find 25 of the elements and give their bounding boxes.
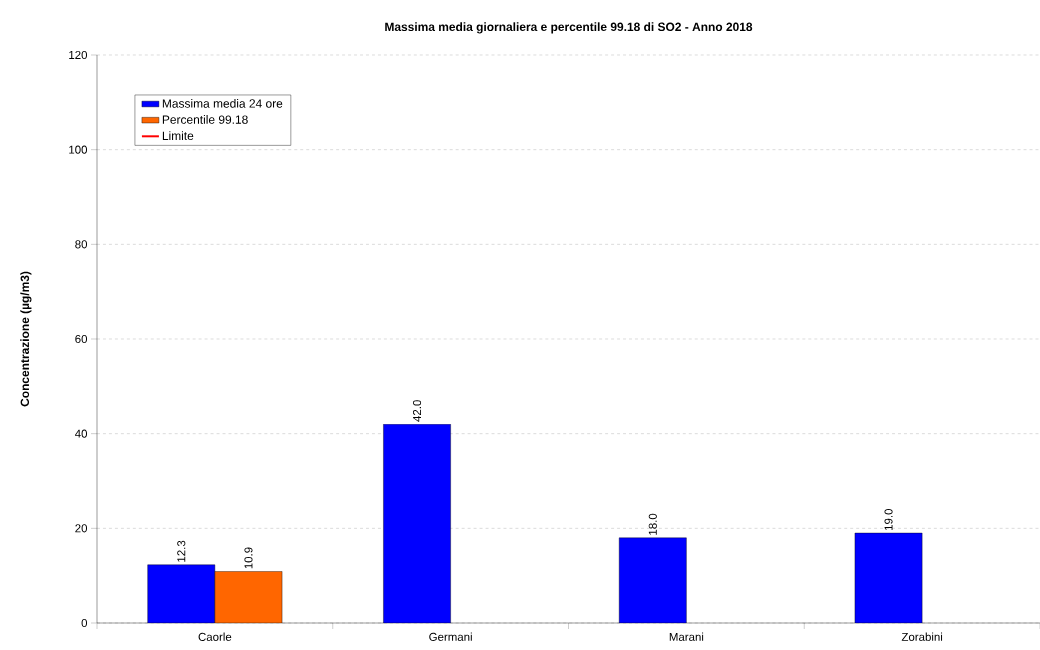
- data-label: 10.9: [244, 547, 253, 569]
- bar: [147, 564, 215, 623]
- chart-title: Massima media giornaliera e percentile 99.18 di SO2 - Anno 2018: [385, 22, 753, 34]
- data-label: 19.0: [884, 509, 893, 530]
- bar: [383, 424, 451, 623]
- y-tick-label: 40: [75, 429, 88, 438]
- legend-label: Massima media 24 ore: [162, 98, 283, 108]
- data-label: 12.3: [177, 540, 186, 562]
- data-label: 18.0: [648, 513, 657, 535]
- y-tick-label: 60: [75, 334, 88, 344]
- y-tick-label: 20: [75, 524, 88, 533]
- x-tick-label: Caorle: [198, 632, 232, 641]
- bar: [619, 537, 687, 623]
- legend-label: Percentile 99.18: [162, 115, 248, 124]
- y-tick-label: 120: [69, 50, 88, 60]
- y-tick-label: 0: [81, 618, 88, 628]
- x-tick-label: Marani: [669, 632, 704, 641]
- y-tick-label: 100: [69, 145, 88, 154]
- y-axis-title: Concentrazione (µg/m3): [20, 271, 32, 407]
- data-label: 42.0: [412, 400, 422, 422]
- x-tick-label: Zorabini: [901, 632, 943, 641]
- bar: [854, 532, 923, 623]
- legend-label: Limite: [162, 131, 194, 140]
- x-tick-label: Germani: [429, 632, 472, 641]
- y-tick-label: 80: [75, 240, 88, 249]
